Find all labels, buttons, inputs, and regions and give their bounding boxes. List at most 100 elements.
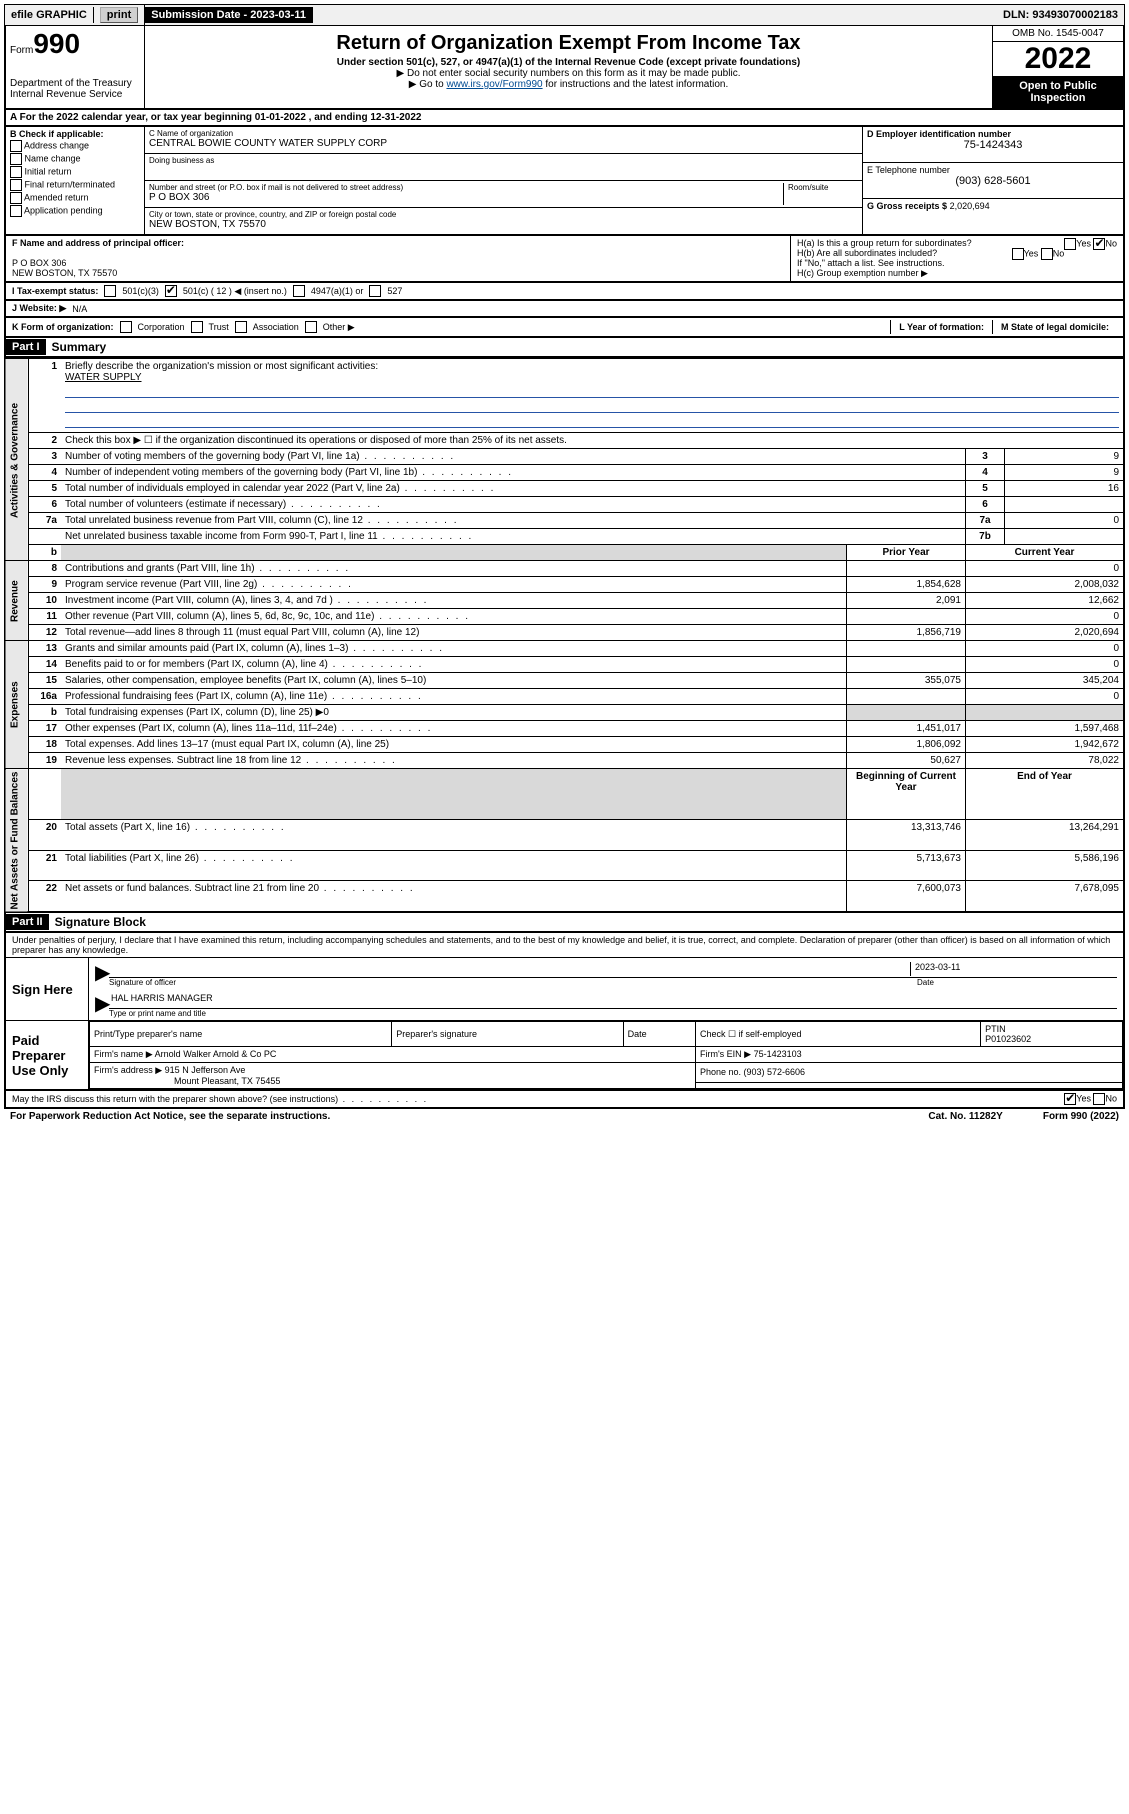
cb-amended-return[interactable]: Amended return — [10, 192, 140, 204]
form-note-2: ▶ Go to www.irs.gov/Form990 for instruct… — [149, 79, 988, 90]
street-value: P O BOX 306 — [149, 192, 783, 203]
dln: DLN: 93493070002183 — [997, 7, 1124, 23]
table-row: 22Net assets or fund balances. Subtract … — [5, 881, 1124, 912]
efile-label: efile GRAPHIC — [5, 7, 94, 23]
room-label: Room/suite — [788, 183, 858, 192]
section-e: E Telephone number (903) 628-5601 — [863, 163, 1123, 199]
section-fh: F Name and address of principal officer:… — [4, 236, 1125, 283]
part-2-header: Part II — [6, 914, 49, 930]
table-row: 15Salaries, other compensation, employee… — [5, 673, 1124, 689]
firm-phone-cell: Phone no. (903) 572-6606 — [695, 1063, 1122, 1083]
ein-value: 75-1424343 — [867, 139, 1119, 151]
form-note-1: ▶ Do not enter social security numbers o… — [149, 68, 988, 79]
paid-preparer-row: Paid Preparer Use Only Print/Type prepar… — [6, 1020, 1123, 1089]
gov-label: Activities & Governance — [5, 359, 29, 561]
irs-link[interactable]: www.irs.gov/Form990 — [446, 79, 542, 90]
section-j: J Website: ▶ N/A — [4, 301, 1125, 318]
section-m: M State of legal domicile: — [992, 320, 1117, 334]
prep-self-employed: Check ☐ if self-employed — [695, 1022, 980, 1047]
table-row: 3Number of voting members of the governi… — [5, 449, 1124, 465]
cb-name-change[interactable]: Name change — [10, 153, 140, 165]
discuss-row: May the IRS discuss this return with the… — [4, 1091, 1125, 1109]
section-a: A For the 2022 calendar year, or tax yea… — [4, 110, 1125, 127]
section-f: F Name and address of principal officer:… — [6, 236, 790, 281]
print-button[interactable]: print — [100, 7, 138, 23]
omb-number: OMB No. 1545-0047 — [993, 26, 1123, 42]
form-header-left: Form990 Department of the Treasury Inter… — [6, 26, 145, 108]
cb-initial-return[interactable]: Initial return — [10, 166, 140, 178]
firm-addr-cell: Firm's address ▶ 915 N Jefferson Ave Mou… — [90, 1063, 696, 1089]
officer-name: HAL HARRIS MANAGER — [109, 991, 1117, 1009]
section-d: D Employer identification number 75-1424… — [863, 127, 1123, 163]
tax-year: 2022 — [993, 42, 1123, 76]
table-row: 19Revenue less expenses. Subtract line 1… — [5, 753, 1124, 769]
discuss-no-checkbox[interactable] — [1093, 1093, 1105, 1105]
sign-here-row: Sign Here ▶ 2023-03-11 Signature of offi… — [6, 957, 1123, 1020]
section-l: L Year of formation: — [890, 320, 992, 334]
dba-label: Doing business as — [149, 156, 858, 165]
cat-no: Cat. No. 11282Y — [928, 1111, 1002, 1122]
prep-date-label: Date — [623, 1022, 695, 1047]
part-2-title: Signature Block — [49, 913, 152, 931]
section-c: C Name of organization CENTRAL BOWIE COU… — [145, 127, 862, 234]
section-de: D Employer identification number 75-1424… — [862, 127, 1123, 234]
rev-label: Revenue — [5, 561, 29, 641]
street-label: Number and street (or P.O. box if mail i… — [149, 183, 783, 192]
form-header: Form990 Department of the Treasury Inter… — [4, 26, 1125, 110]
sig-officer-label: Signature of officer — [109, 978, 917, 987]
table-row: Net unrelated business taxable income fr… — [5, 529, 1124, 545]
cb-address-change[interactable]: Address change — [10, 140, 140, 152]
form-subtitle: Under section 501(c), 527, or 4947(a)(1)… — [149, 57, 988, 68]
discuss-yes-checkbox[interactable] — [1064, 1093, 1076, 1105]
prep-name-label: Print/Type preparer's name — [90, 1022, 392, 1047]
q2-text: Check this box ▶ ☐ if the organization d… — [61, 433, 1124, 449]
city-label: City or town, state or province, country… — [149, 210, 858, 219]
preparer-table: Print/Type preparer's name Preparer's si… — [89, 1021, 1123, 1089]
dept-label: Department of the Treasury — [10, 78, 140, 89]
table-row: 5Total number of individuals employed in… — [5, 481, 1124, 497]
sig-arrow-icon: ▶ — [95, 960, 109, 987]
section-h: H(a) Is this a group return for subordin… — [790, 236, 1123, 281]
table-row: 21Total liabilities (Part X, line 26)5,7… — [5, 850, 1124, 880]
cb-final-return[interactable]: Final return/terminated — [10, 179, 140, 191]
cb-application-pending[interactable]: Application pending — [10, 205, 140, 217]
part-1-bar: Part I Summary — [4, 338, 1125, 358]
table-row: 11Other revenue (Part VIII, column (A), … — [5, 609, 1124, 625]
signature-block: Under penalties of perjury, I declare th… — [4, 933, 1125, 1091]
open-public-badge: Open to Public Inspection — [993, 76, 1123, 108]
sig-date-label: Date — [917, 978, 1117, 987]
form-header-center: Return of Organization Exempt From Incom… — [145, 26, 992, 108]
ptin-cell: PTINP01023602 — [981, 1022, 1123, 1047]
table-row: 20Total assets (Part X, line 16)13,313,7… — [5, 820, 1124, 850]
part-1-header: Part I — [6, 339, 46, 355]
table-row: bPrior YearCurrent Year — [5, 545, 1124, 561]
org-name-label: C Name of organization — [149, 129, 858, 138]
table-row: 16aProfessional fundraising fees (Part I… — [5, 689, 1124, 705]
table-row: 10Investment income (Part VIII, column (… — [5, 593, 1124, 609]
gross-receipts: 2,020,694 — [950, 201, 990, 211]
part-2-bar: Part II Signature Block — [4, 913, 1125, 933]
firm-name-cell: Firm's name ▶ Arnold Walker Arnold & Co … — [90, 1047, 696, 1063]
sig-arrow-icon: ▶ — [95, 991, 109, 1018]
page-footer: For Paperwork Reduction Act Notice, see … — [4, 1109, 1125, 1124]
table-row: 9Program service revenue (Part VIII, lin… — [5, 577, 1124, 593]
firm-ein-cell: Firm's EIN ▶ 75-1423103 — [695, 1047, 1122, 1063]
part-1-title: Summary — [46, 338, 113, 356]
submission-date: Submission Date - 2023-03-11 — [145, 7, 313, 23]
form-header-right: OMB No. 1545-0047 2022 Open to Public In… — [992, 26, 1123, 108]
paid-preparer-label: Paid Preparer Use Only — [6, 1021, 89, 1089]
header-grid: B Check if applicable: Address change Na… — [4, 127, 1125, 236]
table-row: bTotal fundraising expenses (Part IX, co… — [5, 705, 1124, 721]
sig-declaration: Under penalties of perjury, I declare th… — [6, 933, 1123, 957]
top-bar: efile GRAPHIC print Submission Date - 20… — [4, 4, 1125, 26]
sign-here-label: Sign Here — [6, 958, 89, 1020]
table-row: 6Total number of volunteers (estimate if… — [5, 497, 1124, 513]
summary-table: Activities & Governance 1 Briefly descri… — [4, 358, 1125, 913]
form-ref: Form 990 (2022) — [1043, 1111, 1119, 1122]
section-i: I Tax-exempt status: 501(c)(3) 501(c) ( … — [4, 283, 1125, 301]
irs-label: Internal Revenue Service — [10, 89, 140, 100]
table-row: 12Total revenue—add lines 8 through 11 (… — [5, 625, 1124, 641]
prep-sig-label: Preparer's signature — [392, 1022, 623, 1047]
type-name-label: Type or print name and title — [109, 1009, 1117, 1018]
table-row: 17Other expenses (Part IX, column (A), l… — [5, 721, 1124, 737]
